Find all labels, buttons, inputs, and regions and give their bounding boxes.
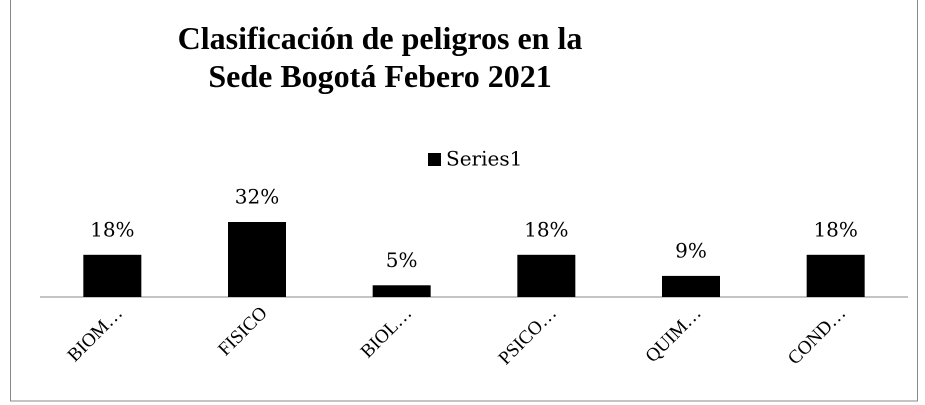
data-label: 18% — [524, 217, 568, 241]
bar — [372, 285, 431, 297]
data-label: 18% — [813, 217, 857, 241]
bar — [228, 222, 286, 297]
chart-border — [10, 0, 918, 402]
data-label: 18% — [90, 217, 134, 241]
bar — [662, 275, 720, 297]
bar — [83, 254, 142, 297]
data-label: 5% — [386, 248, 418, 272]
legend-swatch — [428, 153, 441, 166]
data-label: 9% — [675, 238, 707, 262]
bar — [806, 254, 865, 297]
bar — [517, 254, 576, 297]
chart-title: Clasificación de peligros en la Sede Bogo… — [178, 20, 583, 94]
data-label: 32% — [235, 185, 279, 209]
legend-label: Series1 — [446, 147, 522, 171]
